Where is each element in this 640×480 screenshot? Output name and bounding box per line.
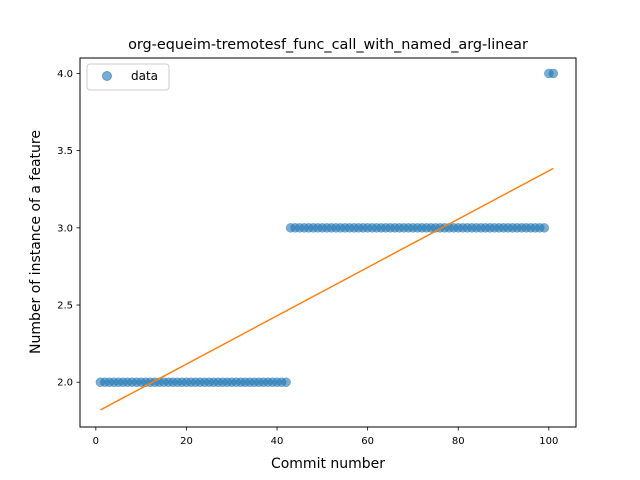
plot-frame <box>79 57 577 428</box>
data-point <box>548 68 559 79</box>
x-tick-label: 80 <box>452 436 465 447</box>
legend-label: data <box>131 69 158 83</box>
data-point <box>539 223 550 233</box>
fit-line <box>100 167 554 411</box>
x-tick-label: 60 <box>361 436 374 447</box>
data-point <box>281 377 291 387</box>
legend-marker <box>102 71 112 81</box>
y-axis-label: Number of instance of a feature <box>28 130 44 354</box>
y-tick-label: 4.0 <box>57 69 73 80</box>
x-tick-label: 20 <box>180 436 193 447</box>
plot-area <box>95 68 559 411</box>
y-tick-label: 2.0 <box>57 378 73 389</box>
chart-title: org-equeim-tremotesf_func_call_with_name… <box>128 37 528 53</box>
x-axis: 0 20 40 60 80 100 <box>93 427 558 447</box>
y-tick-label: 3.5 <box>57 146 73 157</box>
x-tick-label: 100 <box>539 436 558 447</box>
legend: data <box>86 63 170 91</box>
y-axis: 2.0 2.5 3.0 3.5 4.0 <box>57 69 80 389</box>
x-axis-label: Commit number <box>271 456 385 472</box>
y-tick-label: 3.0 <box>57 223 73 234</box>
y-tick-label: 2.5 <box>57 301 73 312</box>
legend-box <box>86 63 170 91</box>
x-tick-label: 40 <box>271 436 284 447</box>
x-tick-label: 0 <box>93 436 99 447</box>
